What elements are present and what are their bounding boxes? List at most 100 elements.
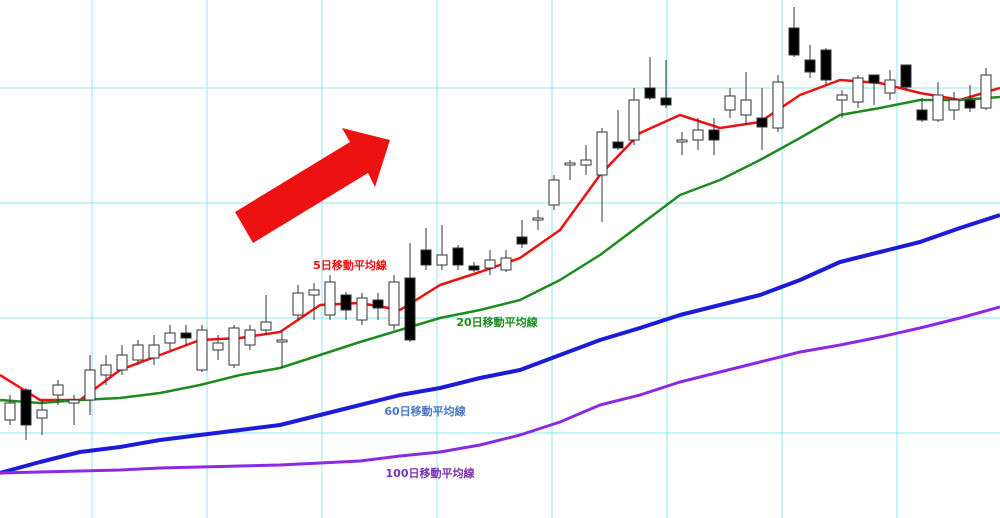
candle-body	[148, 344, 160, 359]
candle-body	[468, 265, 480, 271]
candle-body	[164, 332, 176, 344]
candle	[452, 245, 464, 270]
candle	[132, 340, 144, 365]
line-label: 5日移動平均線	[313, 258, 387, 272]
candle	[916, 98, 928, 122]
candle	[36, 400, 48, 435]
candle-body	[932, 94, 944, 121]
candle-body	[356, 297, 368, 321]
line-label: 100日移動平均線	[386, 466, 475, 480]
candle-body	[868, 74, 880, 84]
candle	[68, 395, 80, 425]
candle-body	[660, 97, 672, 106]
candle-body	[4, 402, 16, 421]
candle-body	[708, 129, 720, 141]
moving-average-line	[0, 305, 1000, 475]
candle-body	[612, 141, 624, 149]
candle	[292, 285, 304, 320]
candle-body	[228, 327, 240, 366]
candle	[836, 90, 848, 118]
candle-body	[900, 64, 912, 88]
candle-body	[676, 139, 688, 143]
candle	[116, 345, 128, 375]
candle	[948, 92, 960, 120]
candle	[84, 355, 96, 415]
candle-body	[212, 342, 224, 351]
moving-average-line	[0, 213, 1000, 475]
candle-body	[628, 99, 640, 141]
candle-body	[564, 162, 576, 166]
candle	[964, 85, 976, 112]
candle-body	[756, 117, 768, 128]
candle-body	[372, 299, 384, 309]
candle-body	[100, 364, 112, 376]
moving-average-line	[0, 95, 1000, 405]
candle	[564, 160, 576, 180]
candle-body	[740, 99, 752, 116]
candle	[756, 88, 768, 150]
candle-body	[436, 254, 448, 266]
candle	[404, 243, 416, 342]
candle-body	[20, 389, 32, 426]
candle-body	[500, 257, 512, 271]
candle	[324, 275, 336, 320]
candle	[20, 388, 32, 440]
candle	[900, 64, 912, 90]
candle-body	[52, 384, 64, 396]
candle-body	[548, 179, 560, 206]
candle-body	[292, 292, 304, 316]
candle-body	[244, 329, 256, 346]
candle	[772, 75, 784, 132]
candle	[676, 132, 688, 155]
candle	[580, 145, 592, 175]
candle	[52, 380, 64, 405]
candle	[852, 75, 864, 108]
line-label: 20日移動平均線	[456, 315, 537, 329]
candle	[356, 293, 368, 325]
candle-body	[804, 59, 816, 73]
candle	[548, 175, 560, 210]
candle	[740, 72, 752, 125]
candle-body	[852, 77, 864, 103]
candle	[804, 45, 816, 78]
candle-body	[532, 217, 544, 221]
candle-body	[788, 27, 800, 56]
candle	[4, 395, 16, 425]
candle-body	[724, 95, 736, 111]
candle-body	[324, 281, 336, 316]
candle	[100, 355, 112, 385]
candle	[244, 325, 256, 350]
candle	[340, 292, 352, 320]
candle	[612, 110, 624, 150]
candle	[980, 68, 992, 110]
candle	[420, 228, 432, 270]
candle-body	[84, 369, 96, 401]
candle	[644, 57, 656, 100]
moving-averages	[0, 78, 1000, 475]
candles	[4, 7, 992, 440]
candle	[788, 7, 800, 57]
candle	[932, 82, 944, 122]
candle-body	[180, 332, 192, 339]
candle-body	[516, 236, 528, 245]
candle-body	[260, 321, 272, 331]
candle	[660, 60, 672, 108]
candle-body	[644, 87, 656, 99]
candle-body	[964, 99, 976, 109]
candle-body	[820, 49, 832, 81]
candle-body	[68, 399, 80, 404]
candle	[228, 325, 240, 368]
candle	[260, 295, 272, 335]
candle	[692, 118, 704, 150]
candle-body	[36, 409, 48, 419]
candle-body	[580, 159, 592, 166]
candle-body	[772, 81, 784, 129]
candle-body	[132, 344, 144, 361]
candle	[724, 88, 736, 118]
candle-body	[420, 249, 432, 266]
moving-average-line	[0, 78, 1000, 402]
candle	[276, 330, 288, 368]
trend-arrow	[235, 128, 390, 243]
